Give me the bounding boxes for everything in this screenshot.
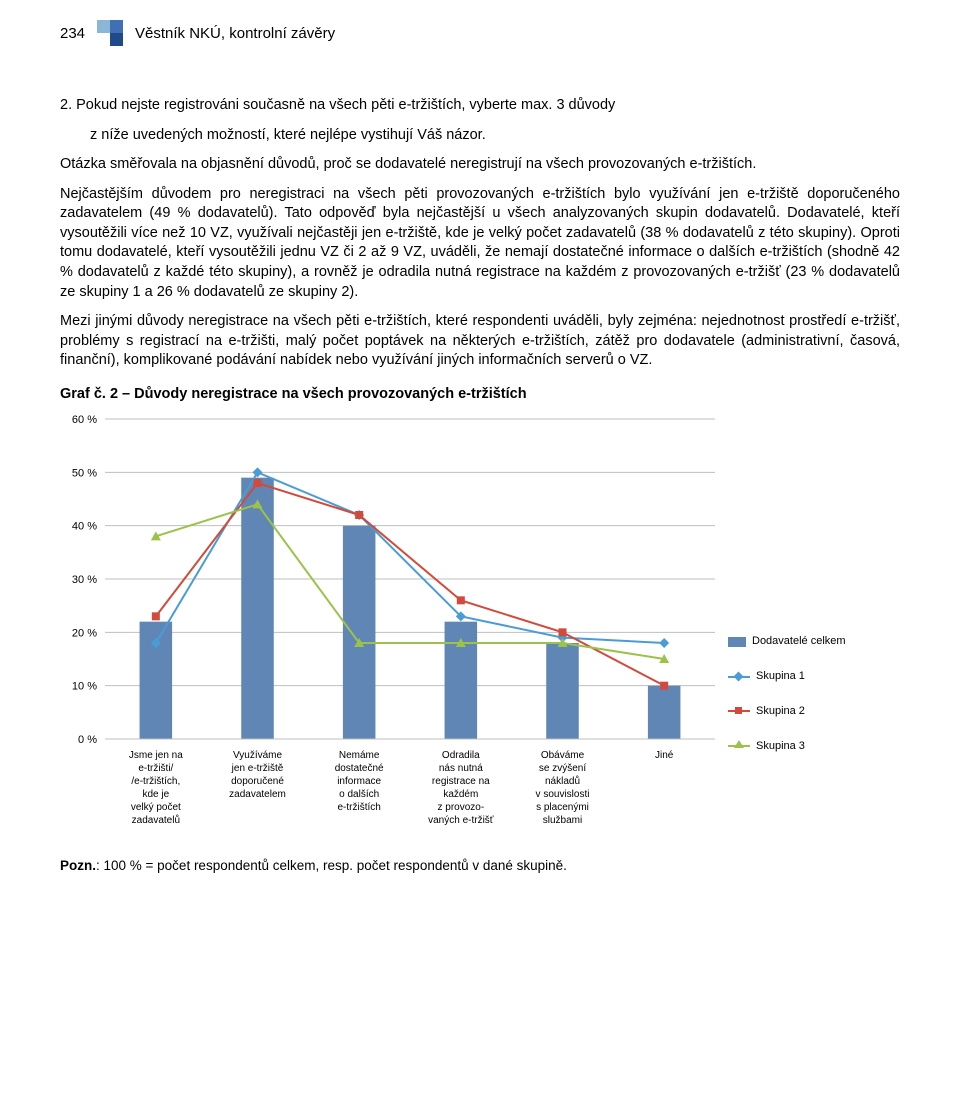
question-heading: 2. Pokud nejste registrováni současně na… <box>60 96 900 116</box>
svg-text:nás nutná: nás nutná <box>439 763 483 774</box>
chart-svg: 0 % 10 % 20 % 30 % 40 % 50 % 60 % Jsme jen na e-… <box>60 414 720 839</box>
paragraph-1: Otázka směřovala na objasnění důvodů, pr… <box>60 155 900 175</box>
svg-text:Jsme jen na: Jsme jen na <box>129 750 183 761</box>
chart-legend: Dodavatelé celkem Skupina 1 Skupina 2 Sk… <box>728 634 846 773</box>
svg-text:Nemáme: Nemáme <box>339 750 380 761</box>
legend-label: Skupina 2 <box>756 704 805 719</box>
legend-item-line2: Skupina 2 <box>728 704 846 719</box>
legend-item-line1: Skupina 1 <box>728 669 846 684</box>
svg-text:kde je: kde je <box>142 789 169 800</box>
nku-logo <box>97 20 123 46</box>
svg-text:vaných e-tržišť: vaných e-tržišť <box>428 815 494 826</box>
svg-text:o dalších: o dalších <box>339 789 379 800</box>
legend-line-icon <box>728 710 750 712</box>
logo-square <box>110 33 123 46</box>
svg-text:Obáváme: Obáváme <box>541 750 585 761</box>
svg-text:registrace na: registrace na <box>432 776 490 787</box>
svg-text:40 %: 40 % <box>72 521 97 533</box>
svg-text:0 %: 0 % <box>78 734 97 746</box>
legend-line-icon <box>728 745 750 747</box>
svg-text:10 %: 10 % <box>72 681 97 693</box>
page-number: 234 <box>60 20 85 44</box>
legend-line-icon <box>728 676 750 678</box>
svg-text:Odradila: Odradila <box>442 750 480 761</box>
logo-square <box>110 20 123 33</box>
svg-text:v souvislosti: v souvislosti <box>536 789 590 800</box>
svg-text:e-tržištích: e-tržištích <box>337 802 380 813</box>
chart-title: Graf č. 2 – Důvody neregistrace na všech… <box>60 385 900 405</box>
svg-text:dostatečné: dostatečné <box>335 763 384 774</box>
svg-text:nákladů: nákladů <box>545 775 580 787</box>
page-header: 234 Věstník NKÚ, kontrolní závěry <box>60 20 900 46</box>
legend-item-bar: Dodavatelé celkem <box>728 634 846 649</box>
svg-text:e-tržišti/: e-tržišti/ <box>138 763 173 774</box>
legend-swatch <box>728 637 746 647</box>
header-title: Věstník NKÚ, kontrolní závěry <box>135 20 335 44</box>
svg-text:jen e-tržiště: jen e-tržiště <box>231 763 284 774</box>
svg-text:20 %: 20 % <box>72 628 97 640</box>
svg-text:/e-tržištích,: /e-tržištích, <box>131 776 180 787</box>
paragraph-3: Mezi jinými důvody neregistrace na všech… <box>60 312 900 371</box>
svg-text:Jiné: Jiné <box>655 750 674 761</box>
footnote-text: : 100 % = počet respondentů celkem, resp… <box>96 858 567 873</box>
logo-gap <box>97 33 110 46</box>
svg-text:z provozo-: z provozo- <box>437 802 484 813</box>
legend-label: Skupina 1 <box>756 669 805 684</box>
svg-text:50 %: 50 % <box>72 468 97 480</box>
svg-text:zadavatelem: zadavatelem <box>229 789 286 800</box>
svg-text:velký počet: velký počet <box>131 802 181 813</box>
svg-text:se zvýšení: se zvýšení <box>539 763 586 774</box>
logo-square <box>97 20 110 33</box>
svg-text:60 %: 60 % <box>72 414 97 426</box>
legend-label: Skupina 3 <box>756 739 805 754</box>
svg-text:doporučené: doporučené <box>231 776 284 787</box>
svg-text:s placenými: s placenými <box>536 802 589 813</box>
svg-text:informace: informace <box>337 776 381 787</box>
footnote-label: Pozn. <box>60 858 96 873</box>
svg-text:zadavatelů: zadavatelů <box>132 814 180 826</box>
svg-text:Využíváme: Využíváme <box>233 750 283 761</box>
chart-container: 0 % 10 % 20 % 30 % 40 % 50 % 60 % Jsme jen na e-… <box>60 414 900 839</box>
svg-text:30 %: 30 % <box>72 574 97 586</box>
svg-text:službami: službami <box>543 815 582 826</box>
chart-footnote: Pozn.: 100 % = počet respondentů celkem,… <box>60 857 900 875</box>
legend-item-line3: Skupina 3 <box>728 739 846 754</box>
svg-text:každém: každém <box>443 789 478 800</box>
question-sub: z níže uvedených možností, které nejlépe… <box>60 126 900 146</box>
paragraph-2: Nejčastějším důvodem pro neregistraci na… <box>60 185 900 302</box>
legend-label: Dodavatelé celkem <box>752 634 846 649</box>
